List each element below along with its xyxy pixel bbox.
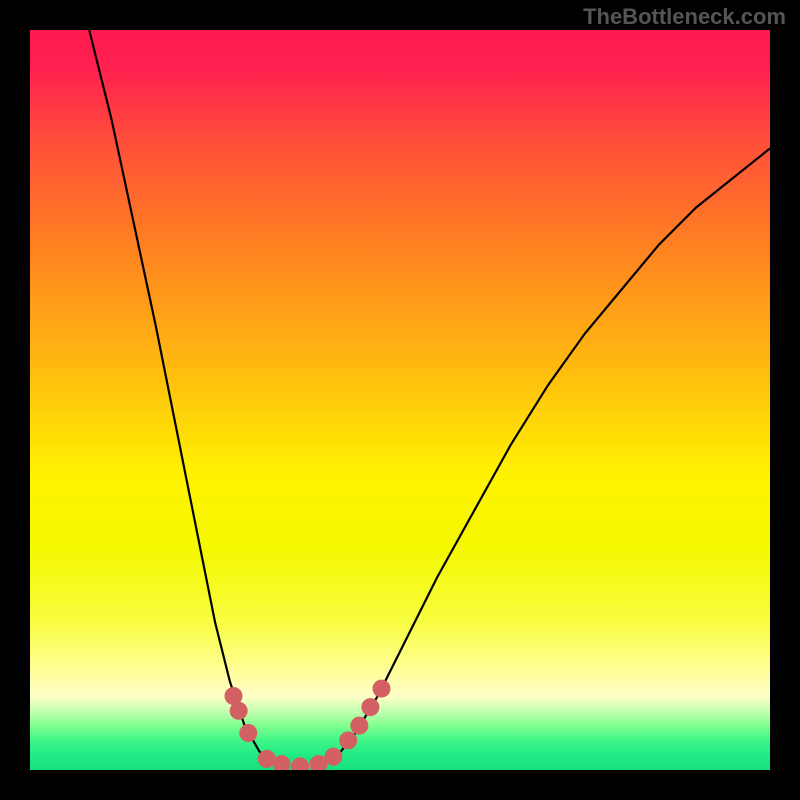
chart-container: [30, 30, 770, 770]
marker-point: [339, 731, 357, 749]
marker-point: [324, 748, 342, 766]
marker-point: [350, 717, 368, 735]
bottleneck-chart: [30, 30, 770, 770]
gradient-background: [30, 30, 770, 770]
marker-point: [361, 698, 379, 716]
marker-point: [230, 702, 248, 720]
marker-point: [239, 724, 257, 742]
watermark-text: TheBottleneck.com: [583, 4, 786, 30]
marker-point: [373, 680, 391, 698]
